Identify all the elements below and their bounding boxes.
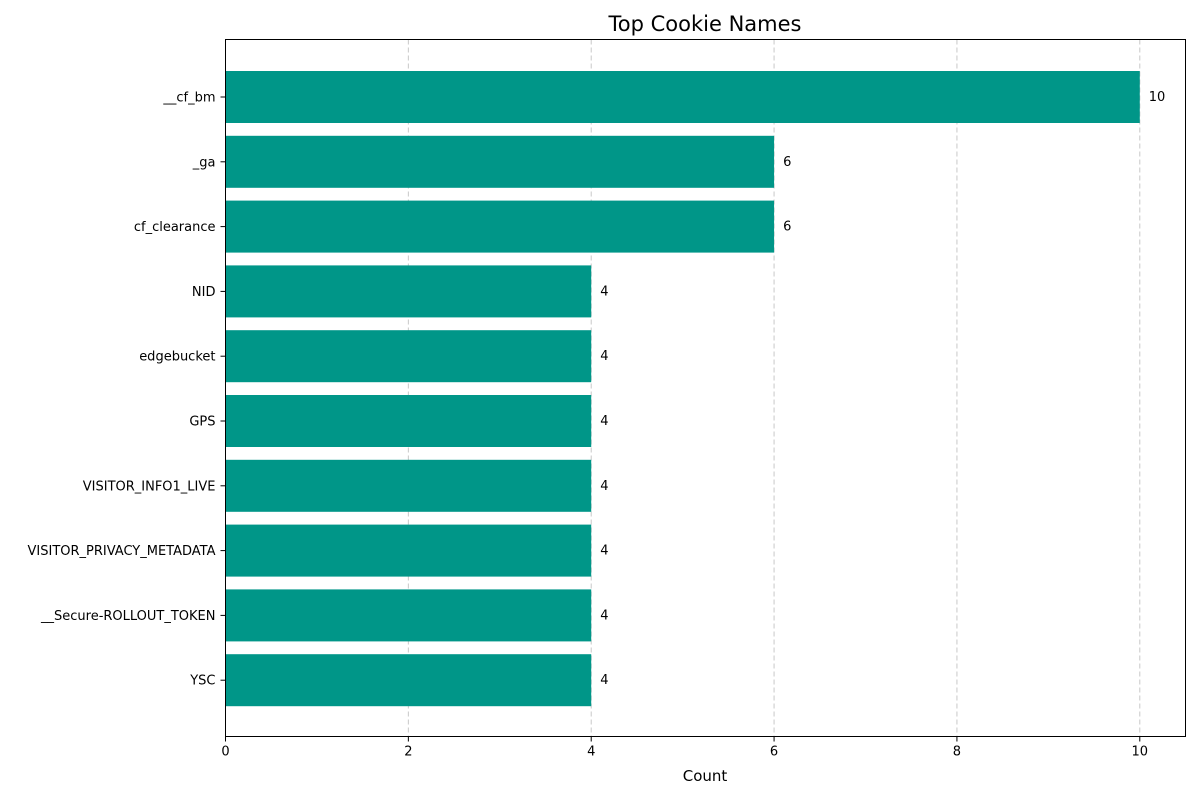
y-tick-label: GPS	[189, 415, 215, 430]
y-tick-labels: __cf_bm _ga cf_clearance NID edgebucket GPS VI…	[28, 91, 226, 689]
x-tick-label: 4	[587, 745, 595, 760]
plot-frame	[225, 39, 1186, 737]
y-tick-label: YSC	[189, 674, 215, 689]
data-label: 10	[1149, 90, 1166, 105]
x-tick-label: 2	[404, 745, 412, 760]
bar	[225, 71, 1140, 123]
x-ticks: 0 2 4 6 8 10	[221, 736, 1149, 760]
x-tick-label: 10	[1132, 745, 1149, 760]
y-tick-label: VISITOR_PRIVACY_METADATA	[28, 544, 216, 559]
bar	[225, 330, 592, 383]
data-label: 4	[600, 608, 608, 623]
y-tick-label: edgebucket	[139, 350, 215, 365]
y-tick-label: VISITOR_INFO1_LIVE	[83, 479, 216, 494]
data-label: 4	[600, 349, 608, 364]
bar	[225, 265, 592, 318]
data-label: 6	[783, 220, 791, 235]
chart-title: Top Cookie Names	[608, 12, 802, 36]
data-label: 4	[600, 673, 608, 688]
bar	[225, 200, 775, 253]
y-tick-label: NID	[192, 285, 216, 300]
x-axis-label: Count	[683, 767, 728, 785]
data-label: 4	[600, 479, 608, 494]
data-label: 6	[783, 155, 791, 170]
bar	[225, 135, 775, 188]
bar	[225, 654, 592, 707]
x-tick-label: 0	[221, 745, 229, 760]
bars	[225, 71, 1140, 707]
data-label: 4	[600, 544, 608, 559]
bar	[225, 395, 592, 447]
y-tick-label: __cf_bm	[162, 91, 215, 106]
bar	[225, 524, 592, 577]
x-tick-label: 8	[953, 745, 961, 760]
y-tick-label: __Secure-ROLLOUT_TOKEN	[40, 609, 216, 624]
bar	[225, 589, 592, 642]
data-labels: 10 6 6 4 4 4 4 4 4 4	[600, 90, 1165, 688]
y-tick-label: _ga	[192, 155, 216, 170]
data-label: 4	[600, 284, 608, 299]
data-label: 4	[600, 414, 608, 429]
bar	[225, 459, 592, 512]
x-tick-label: 6	[770, 745, 778, 760]
y-tick-label: cf_clearance	[134, 220, 216, 235]
